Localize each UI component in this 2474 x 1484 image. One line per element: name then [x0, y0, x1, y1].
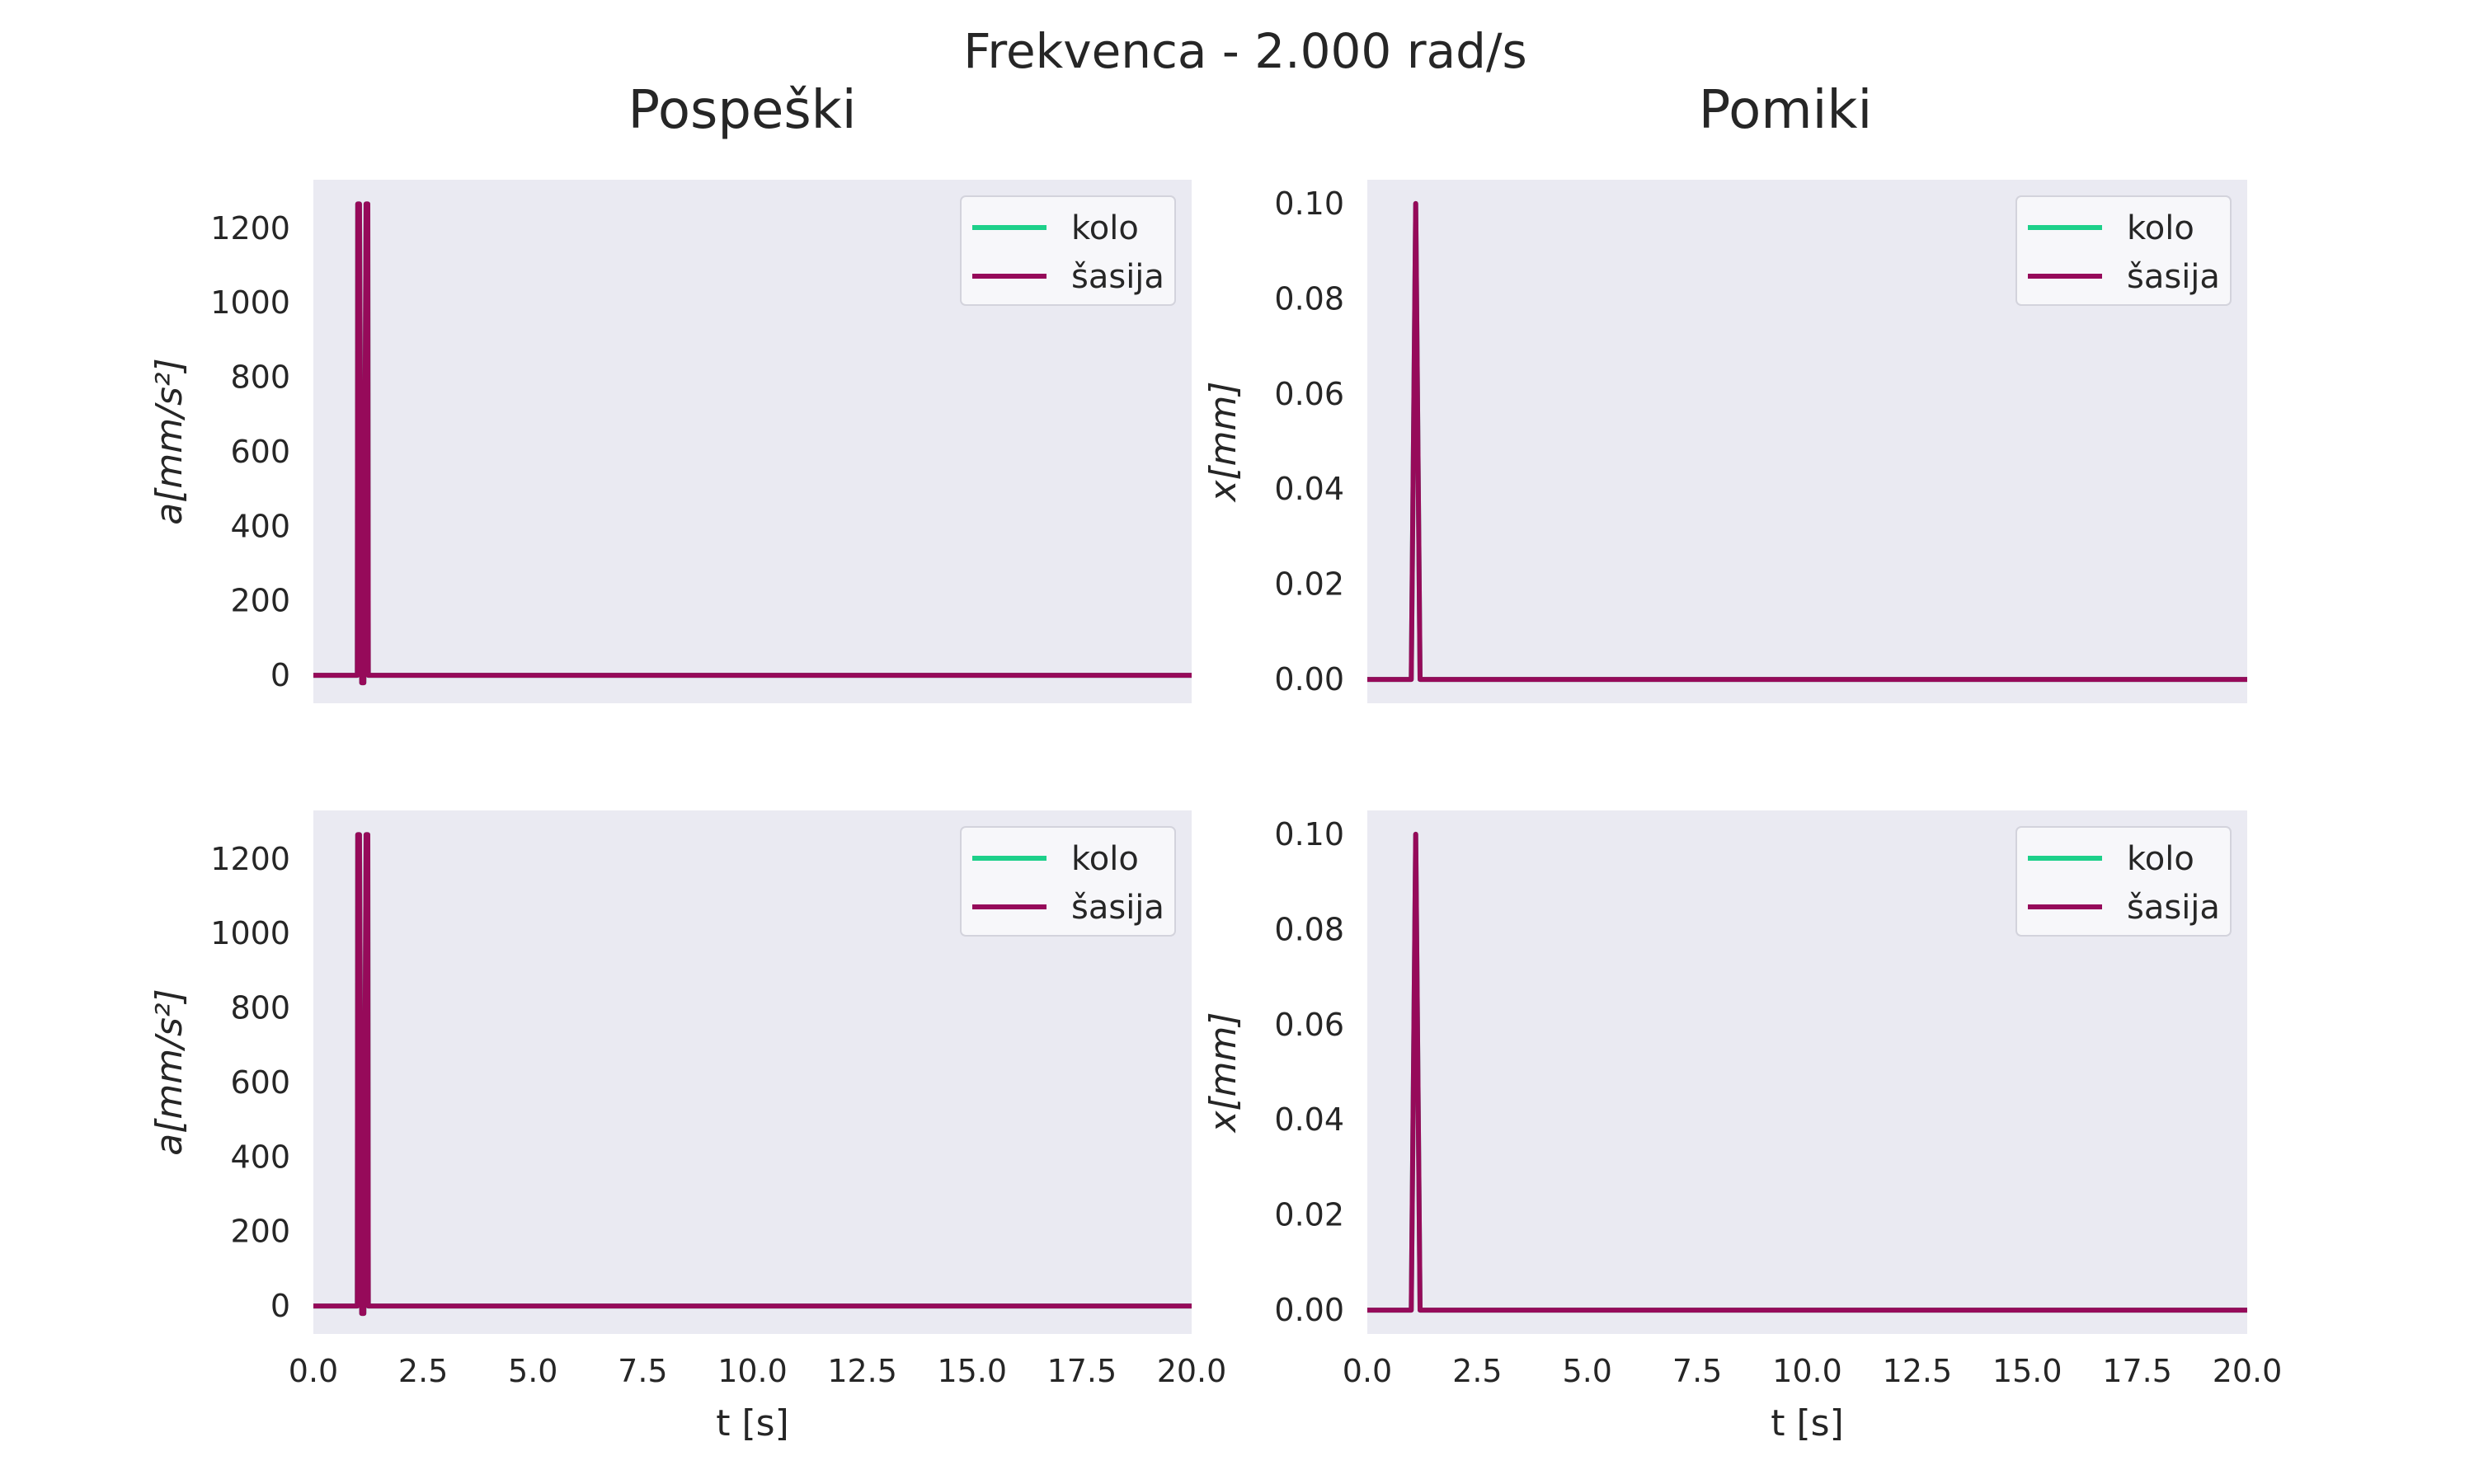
x-tick-label: 17.5	[1047, 1353, 1117, 1389]
y-tick-label: 200	[230, 583, 290, 619]
x-tick-label: 10.0	[1772, 1353, 1842, 1389]
y-tick-label: 800	[230, 990, 290, 1026]
legend: kolo šasija	[960, 826, 1176, 937]
y-tick-label: 0.02	[1274, 566, 1344, 603]
legend-label: kolo	[1071, 840, 1139, 878]
y-axis-label: a[mm/s²]	[148, 358, 190, 524]
series-line-sasija	[1367, 831, 2247, 1313]
panel-bottom-right: 0.00 0.02 0.04 0.06 0.08 0.10 0.0 2.5 5.0 7.5 10.0…	[1202, 810, 2282, 1444]
x-tick-label: 20.0	[1157, 1353, 1227, 1389]
x-tick-label: 0.0	[289, 1353, 338, 1389]
x-axis-label: t [s]	[716, 1402, 789, 1444]
panel-top-right: 0.00 0.02 0.04 0.06 0.08 0.10 x[mm] kolo šasija	[1202, 180, 2247, 703]
y-tick-label: 0.10	[1274, 186, 1344, 222]
x-tick-label: 12.5	[827, 1353, 897, 1389]
y-tick-label: 800	[230, 359, 290, 396]
legend-label: šasija	[1071, 889, 1164, 927]
y-tick-label: 600	[230, 1064, 290, 1101]
y-tick-label: 1000	[210, 284, 290, 321]
x-tick-label: 15.0	[937, 1353, 1007, 1389]
x-tick-label: 20.0	[2213, 1353, 2283, 1389]
y-tick-label: 0.06	[1274, 376, 1344, 412]
column-title-displacements: Pomiki	[1699, 80, 1872, 141]
y-tick-label: 0.04	[1274, 1101, 1344, 1138]
legend: kolo šasija	[960, 195, 1176, 306]
y-tick-label: 0	[270, 1288, 290, 1324]
legend: kolo šasija	[2015, 195, 2232, 306]
y-tick-label: 0.02	[1274, 1197, 1344, 1233]
x-tick-label: 5.0	[508, 1353, 557, 1389]
y-tick-label: 400	[230, 1139, 290, 1175]
y-tick-label: 1200	[210, 841, 290, 877]
x-tick-label: 12.5	[1883, 1353, 1953, 1389]
y-tick-label: 1200	[210, 210, 290, 247]
legend-label: kolo	[1071, 209, 1139, 247]
x-tick-label: 5.0	[1563, 1353, 1612, 1389]
legend-label: šasija	[2127, 889, 2220, 927]
legend-label: šasija	[1071, 258, 1164, 296]
y-tick-label: 1000	[210, 915, 290, 951]
x-tick-label: 15.0	[1992, 1353, 2062, 1389]
legend-label: kolo	[2127, 209, 2194, 247]
panels: 020040060080010001200a[mm/s²]kološasija0…	[148, 180, 2282, 1444]
x-tick-label: 0.0	[1343, 1353, 1392, 1389]
y-tick-label: 200	[230, 1214, 290, 1250]
legend-label: šasija	[2127, 258, 2220, 296]
x-axis-label: t [s]	[1771, 1402, 1844, 1444]
y-axis-label: a[mm/s²]	[148, 989, 190, 1155]
y-tick-label: 600	[230, 434, 290, 470]
figure-suptitle: Frekvenca - 2.000 rad/s	[963, 23, 1526, 79]
y-tick-label: 0.00	[1274, 661, 1344, 697]
y-axis-label: x[mm]	[1202, 381, 1244, 503]
x-tick-label: 7.5	[618, 1353, 667, 1389]
panel-bottom-left: 0 200 400 600 800 1000 1200 0.0 2.5 5.0 7.5 10.0 12.…	[148, 810, 1226, 1444]
y-tick-label: 0.00	[1274, 1292, 1344, 1328]
x-tick-label: 2.5	[1452, 1353, 1502, 1389]
legend-label: kolo	[2127, 840, 2194, 878]
y-tick-label: 0.08	[1274, 911, 1344, 947]
y-tick-label: 0.04	[1274, 471, 1344, 507]
series-line-sasija	[313, 201, 1192, 686]
y-tick-label: 0.06	[1274, 1007, 1344, 1043]
x-tick-label: 17.5	[2102, 1353, 2172, 1389]
column-title-accelerations: Pospeški	[628, 80, 857, 141]
y-tick-label: 0.10	[1274, 816, 1344, 852]
x-tick-label: 7.5	[1672, 1353, 1722, 1389]
series-line-sasija	[1367, 200, 2247, 683]
y-axis-label: x[mm]	[1202, 1012, 1244, 1134]
panel-top-left: 0 200 400 600 800 1000 1200 a[mm/s²] kolo šasija	[148, 180, 1192, 703]
x-tick-label: 10.0	[717, 1353, 788, 1389]
legend: kolo šasija	[2015, 826, 2232, 937]
series-line-sasija	[313, 832, 1192, 1317]
y-tick-label: 400	[230, 508, 290, 544]
y-tick-label: 0.08	[1274, 280, 1344, 317]
x-tick-label: 2.5	[398, 1353, 448, 1389]
y-tick-label: 0	[270, 657, 290, 693]
